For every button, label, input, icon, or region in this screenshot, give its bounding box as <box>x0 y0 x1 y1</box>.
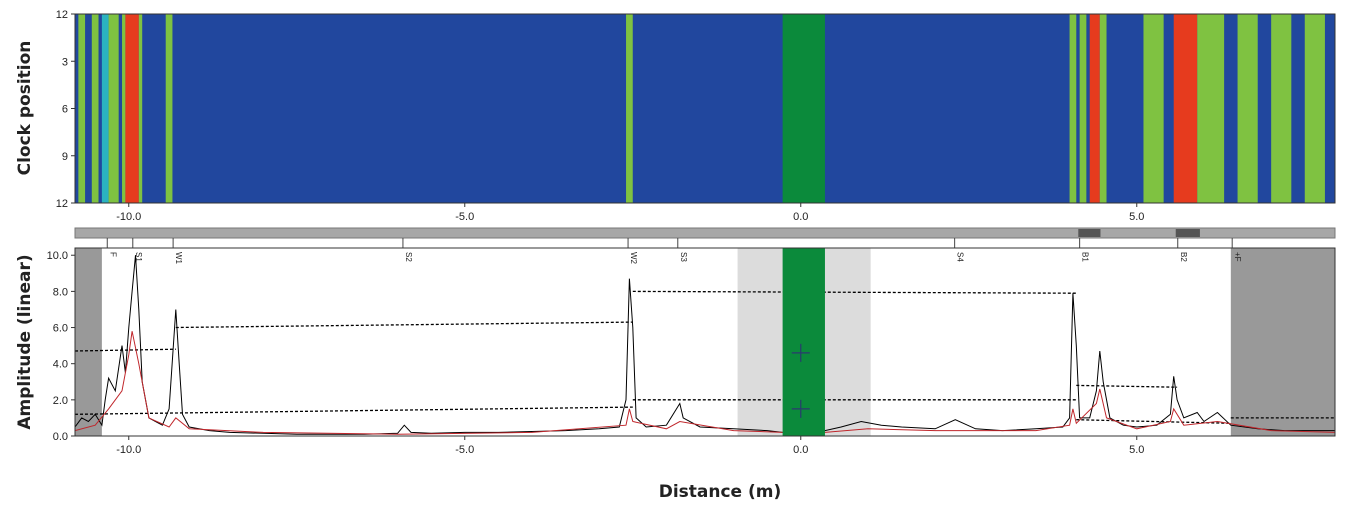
threshold-line <box>74 290 1335 419</box>
feature-label: B2 <box>1179 252 1188 262</box>
heatmap-band <box>782 14 825 203</box>
y-tick-label: 6 <box>62 104 68 116</box>
feature-label: W1 <box>174 252 183 265</box>
feature-label: +F <box>1233 252 1242 262</box>
y-tick-label: 12 <box>56 198 68 210</box>
x-tick-label: 0.0 <box>793 444 808 456</box>
feature-label: S4 <box>956 252 965 262</box>
heatmap-band <box>165 14 173 203</box>
bar-segment <box>1078 229 1101 237</box>
trace <box>74 331 1336 435</box>
heatmap-band <box>1271 14 1292 203</box>
heatmap-band <box>138 14 143 203</box>
heatmap-band <box>1099 14 1107 203</box>
y-axis-label: Amplitude (linear) <box>15 254 35 429</box>
y-tick-label: 4.0 <box>53 359 68 371</box>
heatmap-band <box>125 14 139 203</box>
heatmap-background <box>75 14 1335 203</box>
plot-frame <box>74 247 1336 437</box>
y-tick-label: 6.0 <box>53 323 68 335</box>
x-tick-label: 0.0 <box>793 211 808 223</box>
heatmap-band <box>1143 14 1164 203</box>
heatmap-band <box>78 14 86 203</box>
bar-segment <box>1175 229 1200 237</box>
x-tick-label: 5.0 <box>1129 444 1144 456</box>
heatmap-band <box>108 14 119 203</box>
y-tick-label: 10.0 <box>47 250 68 262</box>
x-tick-label: -10.0 <box>116 444 141 456</box>
y-tick-label: 9 <box>62 151 68 163</box>
heatmap-band <box>1304 14 1325 203</box>
heatmap-band <box>626 14 633 203</box>
heatmap-band <box>122 14 126 203</box>
heatmap-band <box>101 14 109 203</box>
x-tick-label: -5.0 <box>455 211 474 223</box>
feature-label: W2 <box>629 252 638 265</box>
feature-label: F <box>108 252 117 257</box>
heatmap-band <box>1079 14 1087 203</box>
cross-marker <box>791 343 810 362</box>
feature-label: S3 <box>679 252 688 262</box>
y-tick-label: 12 <box>56 9 68 21</box>
y-tick-label: 2.0 <box>53 395 68 407</box>
feature-label: S2 <box>404 252 413 262</box>
cross-marker <box>791 399 810 418</box>
x-tick-label: 5.0 <box>1129 211 1144 223</box>
trace <box>74 255 1335 435</box>
region <box>1230 248 1335 436</box>
x-tick-label: -5.0 <box>455 444 474 456</box>
heatmap-band <box>1197 14 1225 203</box>
y-tick-label: 8.0 <box>53 286 68 298</box>
y-tick-label: 3 <box>62 56 68 68</box>
y-axis-label: Clock position <box>15 41 35 176</box>
x-tick-label: -10.0 <box>116 211 141 223</box>
heatmap-band <box>1069 14 1077 203</box>
feature-label: S1 <box>134 252 143 262</box>
heatmap-band <box>1173 14 1198 203</box>
heatmap-band <box>91 14 99 203</box>
heatmap-band <box>1089 14 1100 203</box>
y-tick-label: 0.0 <box>53 431 68 443</box>
feature-label: B1 <box>1081 252 1090 262</box>
threshold-line <box>74 399 1231 424</box>
feature-bar <box>74 227 1336 239</box>
x-axis-label: Distance (m) <box>659 482 782 502</box>
center-region <box>782 248 825 436</box>
region <box>75 248 102 436</box>
heatmap-band <box>1237 14 1258 203</box>
